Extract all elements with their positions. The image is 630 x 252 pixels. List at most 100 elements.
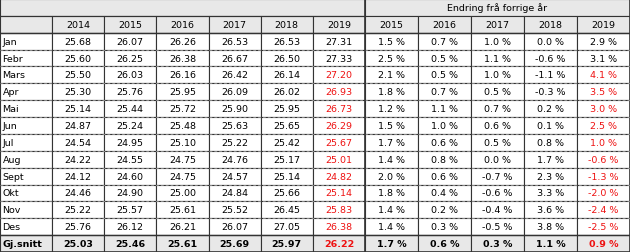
Text: 26.38: 26.38 (325, 222, 352, 231)
Text: 26.22: 26.22 (324, 239, 354, 248)
Text: 25.03: 25.03 (63, 239, 93, 248)
Bar (52, 134, 104, 151)
Bar (104, 67, 156, 84)
Bar (261, 168, 313, 185)
Text: -0.6 %: -0.6 % (483, 189, 513, 198)
Bar (313, 235, 365, 252)
Text: 1.4 %: 1.4 % (378, 222, 405, 231)
Text: 25.00: 25.00 (169, 189, 196, 198)
Text: 25.83: 25.83 (325, 206, 352, 214)
Text: 0.6 %: 0.6 % (431, 172, 458, 181)
Bar (52, 202, 104, 218)
Bar (471, 50, 524, 67)
Bar (577, 118, 630, 134)
Bar (104, 17, 156, 34)
Bar (209, 134, 261, 151)
Text: 27.20: 27.20 (326, 71, 352, 80)
Bar (104, 202, 156, 218)
Bar (418, 202, 471, 218)
Text: 26.26: 26.26 (169, 38, 196, 46)
Bar (524, 151, 577, 168)
Text: 25.76: 25.76 (117, 88, 144, 97)
Bar (52, 151, 104, 168)
Bar (418, 185, 471, 202)
Text: 24.46: 24.46 (65, 189, 91, 198)
Text: 2.5 %: 2.5 % (590, 121, 617, 131)
Bar (365, 17, 418, 34)
Text: 25.52: 25.52 (221, 206, 248, 214)
Bar (156, 218, 209, 235)
Bar (365, 185, 418, 202)
Bar (313, 50, 365, 67)
Text: Apr: Apr (3, 88, 19, 97)
Text: 2019: 2019 (592, 21, 616, 30)
Text: 1.8 %: 1.8 % (378, 189, 405, 198)
Bar (209, 235, 261, 252)
Bar (52, 101, 104, 118)
Text: 1.4 %: 1.4 % (378, 155, 405, 164)
Text: 1.1 %: 1.1 % (536, 239, 565, 248)
Text: 2016: 2016 (433, 21, 457, 30)
Bar (313, 118, 365, 134)
Text: 2014: 2014 (66, 21, 90, 30)
Bar (0, 118, 52, 134)
Bar (261, 84, 313, 101)
Text: -0.6 %: -0.6 % (588, 155, 619, 164)
Bar (418, 67, 471, 84)
Bar (313, 101, 365, 118)
Bar (365, 34, 418, 50)
Text: 1.7 %: 1.7 % (378, 138, 405, 147)
Text: 26.53: 26.53 (221, 38, 248, 46)
Bar (261, 118, 313, 134)
Text: 4.1 %: 4.1 % (590, 71, 617, 80)
Text: 0.6 %: 0.6 % (431, 138, 458, 147)
Bar (577, 202, 630, 218)
Text: 26.21: 26.21 (169, 222, 196, 231)
Bar (577, 17, 630, 34)
Bar (418, 34, 471, 50)
Bar (313, 202, 365, 218)
Text: 26.03: 26.03 (117, 71, 144, 80)
Bar (104, 84, 156, 101)
Bar (471, 185, 524, 202)
Bar (104, 168, 156, 185)
Text: 26.50: 26.50 (273, 54, 301, 63)
Text: 26.16: 26.16 (169, 71, 196, 80)
Bar (209, 218, 261, 235)
Bar (156, 134, 209, 151)
Text: 26.25: 26.25 (117, 54, 144, 63)
Bar (104, 151, 156, 168)
Text: 0.3 %: 0.3 % (431, 222, 458, 231)
Text: 25.90: 25.90 (221, 105, 248, 114)
Text: 25.14: 25.14 (326, 189, 352, 198)
Text: 25.22: 25.22 (221, 138, 248, 147)
Text: 2.9 %: 2.9 % (590, 38, 617, 46)
Text: 25.10: 25.10 (169, 138, 196, 147)
Text: 2017: 2017 (222, 21, 246, 30)
Bar (209, 67, 261, 84)
Bar (261, 101, 313, 118)
Text: -0.6 %: -0.6 % (536, 54, 566, 63)
Text: 25.68: 25.68 (65, 38, 91, 46)
Bar (209, 168, 261, 185)
Text: Mars: Mars (3, 71, 26, 80)
Text: 2016: 2016 (171, 21, 195, 30)
Text: 25.95: 25.95 (169, 88, 196, 97)
Text: -0.5 %: -0.5 % (483, 222, 513, 231)
Text: 1.7 %: 1.7 % (537, 155, 564, 164)
Text: 24.57: 24.57 (221, 172, 248, 181)
Text: -2.4 %: -2.4 % (588, 206, 619, 214)
Bar (209, 202, 261, 218)
Text: 25.60: 25.60 (65, 54, 91, 63)
Text: 24.75: 24.75 (169, 172, 196, 181)
Text: 0.0 %: 0.0 % (484, 155, 511, 164)
Bar (0, 168, 52, 185)
Text: 1.5 %: 1.5 % (378, 121, 405, 131)
Text: 1.1 %: 1.1 % (484, 54, 511, 63)
Bar (209, 50, 261, 67)
Bar (261, 151, 313, 168)
Bar (524, 235, 577, 252)
Text: 24.60: 24.60 (117, 172, 144, 181)
Bar (471, 134, 524, 151)
Text: 26.45: 26.45 (273, 206, 301, 214)
